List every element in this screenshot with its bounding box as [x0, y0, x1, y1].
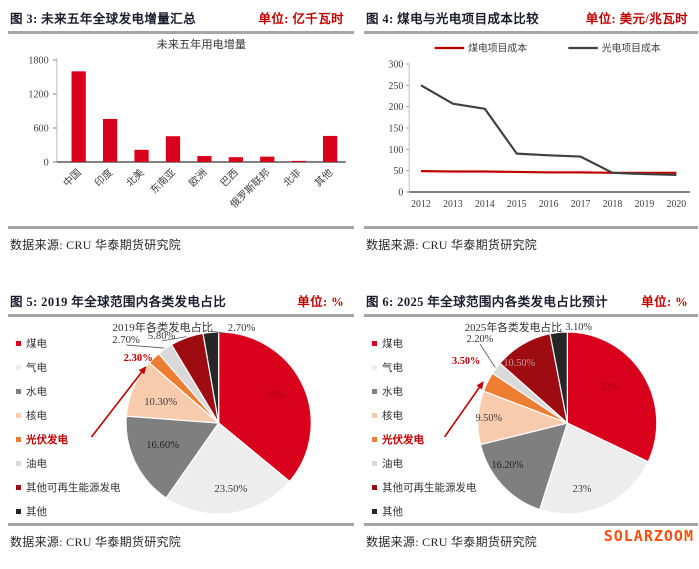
- svg-text:2025年各类发电占比: 2025年各类发电占比: [465, 320, 562, 334]
- svg-text:9.50%: 9.50%: [475, 413, 502, 424]
- svg-text:中国: 中国: [60, 166, 84, 189]
- figure-4-block: 图 4: 煤电与光电项目成本比较 单位: 美元/兆瓦时 煤电项目成本 光电项目成本…: [364, 6, 698, 255]
- svg-text:3.10%: 3.10%: [565, 322, 592, 333]
- pie-chart-2025-generation-mix: 2025年各类发电占比 32% 23% 16.20% 9.50% 3.50% 2.20% 10…: [364, 317, 698, 523]
- svg-text:2016: 2016: [539, 199, 559, 210]
- svg-text:3.50%: 3.50%: [452, 356, 480, 367]
- figure-4-heading-row: 图 4: 煤电与光电项目成本比较 单位: 美元/兆瓦时: [364, 6, 698, 31]
- svg-text:2019: 2019: [635, 199, 655, 210]
- divider: [8, 226, 354, 229]
- svg-text:2.30%: 2.30%: [124, 353, 153, 364]
- svg-text:0: 0: [44, 158, 49, 169]
- svg-text:16.20%: 16.20%: [492, 460, 524, 471]
- svg-text:50: 50: [393, 166, 403, 177]
- divider: [364, 314, 698, 317]
- svg-text:100: 100: [389, 145, 404, 156]
- svg-text:300: 300: [389, 59, 404, 70]
- svg-text:2019年各类发电占比: 2019年各类发电占比: [112, 320, 213, 334]
- svg-text:其他: 其他: [312, 166, 336, 189]
- figure-3-unit: 单位: 亿千瓦时: [258, 12, 344, 26]
- svg-text:北非: 北非: [281, 167, 304, 190]
- figure-4-title: 图 4: 煤电与光电项目成本比较: [366, 12, 540, 26]
- report-charts-grid: 图 3: 未来五年全球发电增量汇总 单位: 亿千瓦时 未来五年用电增量 0 600 1…: [8, 6, 698, 552]
- divider: [364, 226, 698, 229]
- svg-text:2014: 2014: [475, 199, 495, 210]
- svg-text:未来五年用电增量: 未来五年用电增量: [157, 37, 246, 51]
- pie-chart-2019-generation-mix: 2019年各类发电占比 36% 23.50% 16.60% 10.30% 2.30% 2.7…: [8, 317, 354, 523]
- figure-4-unit: 单位: 美元/兆瓦时: [585, 12, 688, 26]
- svg-text:光电项目成本: 光电项目成本: [602, 41, 661, 54]
- svg-text:印度: 印度: [92, 166, 116, 189]
- svg-text:10.50%: 10.50%: [503, 358, 535, 369]
- figure-6-heading-row: 图 6: 2025 年全球范围内各类发电占比预计 单位: %: [364, 289, 698, 314]
- figure-6-source: 数据来源: CRU 华泰期货研究院: [366, 535, 538, 549]
- figure-6-title: 图 6: 2025 年全球范围内各类发电占比预计: [366, 295, 608, 309]
- figure-3-block: 图 3: 未来五年全球发电增量汇总 单位: 亿千瓦时 未来五年用电增量 0 600 1…: [8, 6, 354, 255]
- svg-text:16.60%: 16.60%: [146, 440, 179, 451]
- figure-4-source: 数据来源: CRU 华泰期货研究院: [366, 238, 538, 252]
- svg-text:23%: 23%: [573, 484, 592, 495]
- svg-text:1200: 1200: [28, 90, 48, 101]
- figure-5-heading-row: 图 5: 2019 年全球范围内各类发电占比 单位: %: [8, 289, 354, 314]
- figure-5-title: 图 5: 2019 年全球范围内各类发电占比: [10, 295, 227, 309]
- figure-5-unit: 单位: %: [297, 295, 344, 309]
- svg-text:2018: 2018: [603, 199, 623, 210]
- svg-text:0: 0: [398, 187, 403, 198]
- svg-text:150: 150: [389, 123, 404, 134]
- svg-text:600: 600: [33, 124, 48, 135]
- svg-text:36%: 36%: [265, 390, 285, 401]
- svg-text:2017: 2017: [571, 199, 591, 210]
- figure-3-title: 图 3: 未来五年全球发电增量汇总: [10, 12, 196, 26]
- solarzoom-watermark: SOLARZOOM: [603, 527, 694, 545]
- svg-text:北美: 北美: [123, 166, 147, 189]
- svg-text:23.50%: 23.50%: [214, 484, 247, 495]
- svg-text:5.80%: 5.80%: [148, 331, 176, 342]
- svg-text:200: 200: [389, 102, 404, 113]
- svg-text:10.30%: 10.30%: [144, 397, 177, 408]
- divider: [8, 523, 354, 526]
- svg-text:2015: 2015: [507, 199, 527, 210]
- svg-text:东南亚: 东南亚: [147, 166, 178, 196]
- svg-text:2.70%: 2.70%: [112, 335, 140, 346]
- figure-6-block: 图 6: 2025 年全球范围内各类发电占比预计 单位: % 2025年各类发电…: [364, 289, 698, 552]
- figure-6-unit: 单位: %: [641, 295, 688, 309]
- svg-text:2012: 2012: [411, 199, 431, 210]
- svg-text:2013: 2013: [443, 199, 463, 210]
- line-chart-cost-comparison: 煤电项目成本 光电项目成本 0 50 100 150 200 250 300 2012 2013 20…: [364, 34, 698, 226]
- figure-5-source: 数据来源: CRU 华泰期货研究院: [10, 535, 182, 549]
- svg-text:2.20%: 2.20%: [467, 334, 494, 345]
- figure-5-block: 图 5: 2019 年全球范围内各类发电占比 单位: % 2019年各类发电占比…: [8, 289, 354, 552]
- divider: [8, 31, 354, 34]
- svg-text:2.70%: 2.70%: [228, 323, 256, 334]
- svg-text:巴西: 巴西: [218, 167, 241, 190]
- divider: [364, 31, 698, 34]
- divider: [364, 523, 698, 526]
- svg-text:1800: 1800: [28, 56, 48, 67]
- svg-text:250: 250: [389, 81, 404, 92]
- figure-3-heading-row: 图 3: 未来五年全球发电增量汇总 单位: 亿千瓦时: [8, 6, 354, 31]
- bar-chart-power-increment: 未来五年用电增量 0 600 1200 1800 中国 印度 北美 东南亚 欧洲 巴西 俄罗斯联邦 北非…: [8, 34, 354, 226]
- svg-text:欧洲: 欧洲: [187, 167, 210, 190]
- figure-3-source: 数据来源: CRU 华泰期货研究院: [10, 238, 182, 252]
- svg-text:32%: 32%: [600, 382, 619, 393]
- divider: [8, 314, 354, 317]
- svg-text:2020: 2020: [667, 199, 687, 210]
- svg-text:煤电项目成本: 煤电项目成本: [468, 41, 527, 54]
